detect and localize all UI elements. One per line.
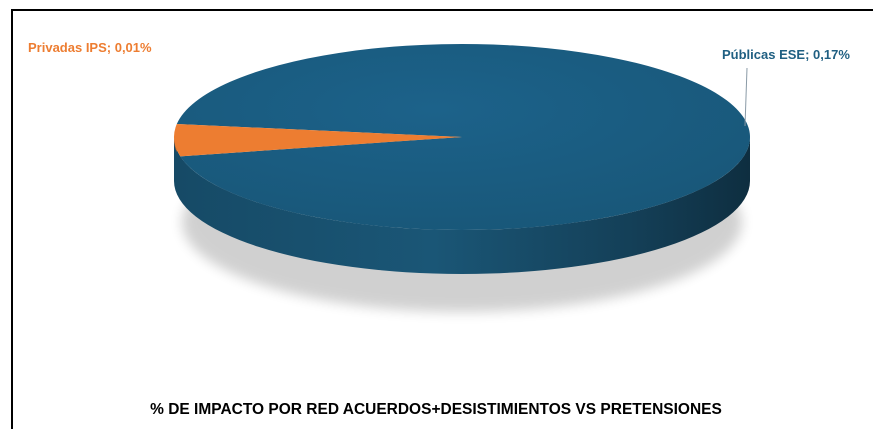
chart-title: % DE IMPACTO POR RED ACUERDOS+DESISTIMIE… xyxy=(150,401,722,418)
data-label-publicas-ese: Públicas ESE; 0,17% xyxy=(722,47,850,62)
pie-slice-privadas-ips xyxy=(173,124,462,157)
pie-slice-publicas-ese xyxy=(176,43,750,230)
pie-slice-privadas-ips-edge xyxy=(174,137,177,153)
data-label-leader-line xyxy=(744,67,748,127)
pie-side-wall xyxy=(174,137,750,274)
data-label-privadas-ips: Privadas IPS; 0,01% xyxy=(28,40,152,55)
